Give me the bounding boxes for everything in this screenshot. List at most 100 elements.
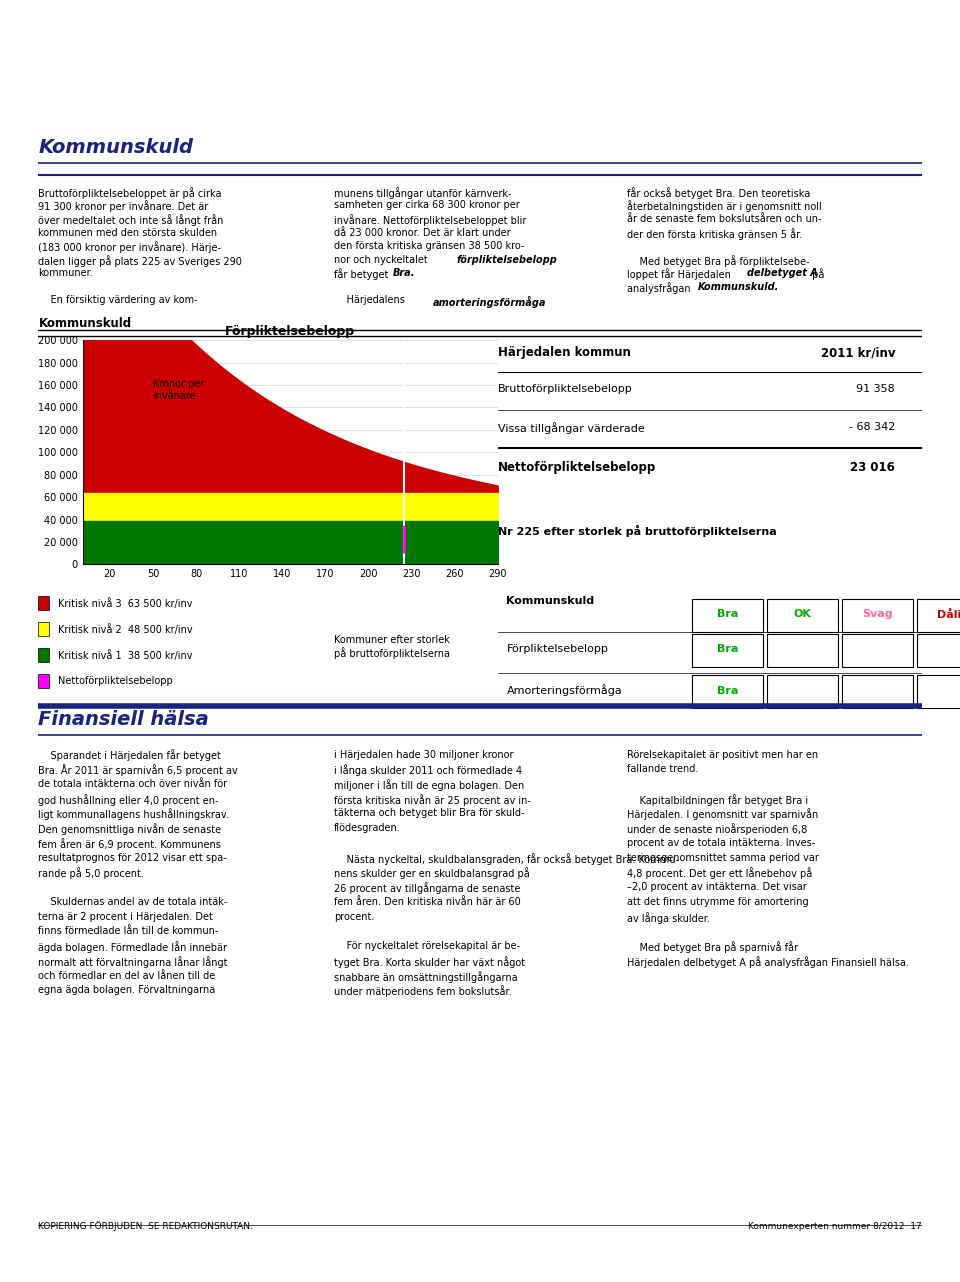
Text: Dålig: Dålig bbox=[937, 608, 960, 620]
Text: miljoner i lån till de egna bolagen. Den: miljoner i lån till de egna bolagen. Den bbox=[334, 779, 524, 791]
Text: 2011 kr/inv: 2011 kr/inv bbox=[821, 346, 895, 359]
Text: Vissa tillgångar värderade: Vissa tillgångar värderade bbox=[497, 422, 644, 433]
Text: Bra: Bra bbox=[717, 645, 738, 654]
Text: finns förmedlade lån till de kommun-: finns förmedlade lån till de kommun- bbox=[38, 927, 219, 936]
FancyBboxPatch shape bbox=[917, 633, 960, 667]
Text: Kommunskuld: Kommunskuld bbox=[38, 317, 132, 329]
FancyBboxPatch shape bbox=[767, 633, 838, 667]
Text: amorteringsförmåga: amorteringsförmåga bbox=[433, 295, 546, 308]
Text: snabbare än omsättningstillgångarna: snabbare än omsättningstillgångarna bbox=[334, 970, 517, 982]
Text: av långa skulder.: av långa skulder. bbox=[628, 912, 710, 923]
Text: nor och nyckeltalet: nor och nyckeltalet bbox=[334, 255, 431, 265]
Text: Härjedalen kommun: Härjedalen kommun bbox=[497, 346, 631, 359]
Text: 4,8 procent. Det ger ett lånebehov på: 4,8 procent. Det ger ett lånebehov på bbox=[628, 868, 813, 879]
Text: resultatprognos för 2012 visar ett spa-: resultatprognos för 2012 visar ett spa- bbox=[38, 853, 228, 863]
Text: Skuldernas andel av de totala intäk-: Skuldernas andel av de totala intäk- bbox=[38, 897, 228, 906]
Text: den första kritiska gränsen 38 500 kro-: den första kritiska gränsen 38 500 kro- bbox=[334, 241, 525, 251]
FancyBboxPatch shape bbox=[38, 649, 49, 663]
FancyBboxPatch shape bbox=[692, 633, 762, 667]
Text: 91 300 kronor per invånare. Det är: 91 300 kronor per invånare. Det är bbox=[38, 200, 208, 213]
FancyBboxPatch shape bbox=[38, 674, 49, 688]
Text: samheten ger cirka 68 300 kronor per: samheten ger cirka 68 300 kronor per bbox=[334, 200, 520, 210]
Text: egna ägda bolagen. Förvaltningarna: egna ägda bolagen. Förvaltningarna bbox=[38, 986, 216, 995]
Text: invånare. Nettoförpliktelsebeloppet blir: invånare. Nettoförpliktelsebeloppet blir bbox=[334, 214, 527, 226]
Text: Med betyget Bra på förpliktelsebe-: Med betyget Bra på förpliktelsebe- bbox=[628, 255, 810, 267]
Text: Kapitalbildningen får betyget Bra i: Kapitalbildningen får betyget Bra i bbox=[628, 794, 808, 805]
Text: fallande trend.: fallande trend. bbox=[628, 764, 699, 774]
Text: Rörelsekapitalet är positivt men har en: Rörelsekapitalet är positivt men har en bbox=[628, 750, 819, 759]
Text: Kommuner efter storlek
på bruttoförpliktelserna: Kommuner efter storlek på bruttoförplikt… bbox=[334, 635, 450, 659]
Text: i långa skulder 2011 och förmedlade 4: i långa skulder 2011 och förmedlade 4 bbox=[334, 764, 522, 776]
Text: Bruttoförpliktelsebelopp: Bruttoförpliktelsebelopp bbox=[497, 383, 633, 394]
FancyBboxPatch shape bbox=[767, 599, 838, 632]
Text: En försiktig värdering av kom-: En försiktig värdering av kom- bbox=[38, 295, 198, 305]
Text: Finansiell hälsa: Finansiell hälsa bbox=[38, 710, 209, 729]
FancyBboxPatch shape bbox=[842, 676, 913, 708]
Text: terna är 2 procent i Härjedalen. Det: terna är 2 procent i Härjedalen. Det bbox=[38, 912, 213, 922]
Text: kommunen med den största skulden: kommunen med den största skulden bbox=[38, 228, 218, 237]
Text: KOPIERING FÖRBJUDEN. SE REDAKTIONSRUTAN.: KOPIERING FÖRBJUDEN. SE REDAKTIONSRUTAN. bbox=[38, 1220, 253, 1231]
Text: under de senaste nioårsperioden 6,8: under de senaste nioårsperioden 6,8 bbox=[628, 823, 807, 835]
Text: Härjedalen. I genomsnitt var sparnivån: Härjedalen. I genomsnitt var sparnivån bbox=[628, 809, 819, 820]
FancyBboxPatch shape bbox=[842, 599, 913, 632]
Text: då 23 000 kronor. Det är klart under: då 23 000 kronor. Det är klart under bbox=[334, 228, 511, 237]
Text: nens skulder ger en skuldbalansgrad på: nens skulder ger en skuldbalansgrad på bbox=[334, 868, 530, 879]
Text: 26 procent av tillgångarna de senaste: 26 procent av tillgångarna de senaste bbox=[334, 882, 520, 894]
FancyBboxPatch shape bbox=[767, 676, 838, 708]
Text: återbetalningstiden är i genomsnitt noll: återbetalningstiden är i genomsnitt noll bbox=[628, 200, 823, 213]
Text: Bra. År 2011 är sparnivån 6,5 procent av: Bra. År 2011 är sparnivån 6,5 procent av bbox=[38, 764, 238, 776]
Text: Nästa nyckeltal, skuldbalansgraden, får också betyget Bra. Kommu-: Nästa nyckeltal, skuldbalansgraden, får … bbox=[334, 853, 680, 864]
Text: delbetyget A: delbetyget A bbox=[747, 268, 818, 278]
Text: Nr 225 efter storlek på bruttoförpliktelserna: Nr 225 efter storlek på bruttoförpliktel… bbox=[497, 526, 777, 537]
Text: god hushållning eller 4,0 procent en-: god hushållning eller 4,0 procent en- bbox=[38, 794, 219, 805]
Text: under mätperiodens fem bokslutsår.: under mätperiodens fem bokslutsår. bbox=[334, 986, 512, 997]
Text: Härjedalens: Härjedalens bbox=[334, 295, 412, 305]
Text: teringsgenomsnittet samma period var: teringsgenomsnittet samma period var bbox=[628, 853, 820, 863]
Text: munens tillgångar utanför kärnverk-: munens tillgångar utanför kärnverk- bbox=[334, 187, 512, 199]
Text: Kritisk nivå 1  38 500 kr/inv: Kritisk nivå 1 38 500 kr/inv bbox=[58, 650, 192, 660]
Text: loppet får Härjedalen: loppet får Härjedalen bbox=[628, 268, 734, 281]
Text: Nettoförpliktelsebelopp: Nettoförpliktelsebelopp bbox=[58, 676, 173, 686]
Text: Bra: Bra bbox=[717, 686, 738, 696]
Text: Kronor per
invånare: Kronor per invånare bbox=[153, 379, 204, 401]
Text: Kritisk nivå 3  63 500 kr/inv: Kritisk nivå 3 63 500 kr/inv bbox=[58, 597, 192, 609]
Text: rande på 5,0 procent.: rande på 5,0 procent. bbox=[38, 868, 144, 879]
Text: flödesgraden.: flödesgraden. bbox=[334, 823, 401, 833]
Text: der den första kritiska gränsen 5 år.: der den första kritiska gränsen 5 år. bbox=[628, 228, 803, 240]
Text: över medeltalet och inte så långt från: över medeltalet och inte så långt från bbox=[38, 214, 224, 226]
FancyBboxPatch shape bbox=[842, 633, 913, 667]
Text: Bra.: Bra. bbox=[393, 268, 415, 278]
Text: OK: OK bbox=[794, 609, 812, 619]
Text: Nettoförpliktelsebelopp: Nettoförpliktelsebelopp bbox=[497, 460, 656, 473]
Title: Förpliktelsebelopp: Förpliktelsebelopp bbox=[225, 324, 355, 337]
Text: Förpliktelsebelopp: Förpliktelsebelopp bbox=[507, 645, 609, 654]
Text: procent.: procent. bbox=[334, 912, 374, 922]
Text: dalen ligger på plats 225 av Sveriges 290: dalen ligger på plats 225 av Sveriges 29… bbox=[38, 255, 242, 267]
Text: i Härjedalen hade 30 miljoner kronor: i Härjedalen hade 30 miljoner kronor bbox=[334, 750, 514, 759]
Text: Kommunskuld: Kommunskuld bbox=[507, 596, 594, 606]
Text: på: på bbox=[808, 268, 824, 281]
Text: Härjedalen delbetyget A på analysfrågan Finansiell hälsa.: Härjedalen delbetyget A på analysfrågan … bbox=[628, 956, 909, 968]
FancyBboxPatch shape bbox=[692, 676, 762, 708]
Text: första kritiska nivån är 25 procent av in-: första kritiska nivån är 25 procent av i… bbox=[334, 794, 531, 805]
Text: procent av de totala intäkterna. Inves-: procent av de totala intäkterna. Inves- bbox=[628, 838, 816, 847]
Text: Kommunskuld.: Kommunskuld. bbox=[698, 282, 780, 292]
Text: de totala intäkterna och över nivån för: de totala intäkterna och över nivån för bbox=[38, 779, 228, 788]
Text: Den genomsnittliga nivån de senaste: Den genomsnittliga nivån de senaste bbox=[38, 823, 222, 835]
Text: tyget Bra. Korta skulder har växt något: tyget Bra. Korta skulder har växt något bbox=[334, 956, 525, 968]
Text: (183 000 kronor per invånare). Härje-: (183 000 kronor per invånare). Härje- bbox=[38, 241, 222, 253]
FancyBboxPatch shape bbox=[917, 676, 960, 708]
Text: Härjedalen: Härjedalen bbox=[821, 13, 931, 32]
Text: Kommunexperten nummer 8/2012  17: Kommunexperten nummer 8/2012 17 bbox=[748, 1222, 922, 1231]
Text: ägda bolagen. Förmedlade lån innebär: ägda bolagen. Förmedlade lån innebär bbox=[38, 941, 228, 953]
Text: förpliktelsebelopp: förpliktelsebelopp bbox=[456, 255, 557, 265]
Text: Kritisk nivå 2  48 500 kr/inv: Kritisk nivå 2 48 500 kr/inv bbox=[58, 624, 192, 635]
Text: Amorteringsförmåga: Amorteringsförmåga bbox=[507, 685, 622, 696]
Text: och förmedlar en del av lånen till de: och förmedlar en del av lånen till de bbox=[38, 970, 216, 981]
Text: normalt att förvaltningarna lånar långt: normalt att förvaltningarna lånar långt bbox=[38, 956, 228, 968]
Text: Kommunskuld: Kommunskuld bbox=[38, 138, 193, 158]
Text: 91 358: 91 358 bbox=[856, 383, 895, 394]
Text: ligt kommunallagens hushållningskrav.: ligt kommunallagens hushållningskrav. bbox=[38, 809, 229, 820]
Text: att det finns utrymme för amortering: att det finns utrymme för amortering bbox=[628, 897, 809, 906]
Text: - 68 342: - 68 342 bbox=[849, 422, 895, 432]
